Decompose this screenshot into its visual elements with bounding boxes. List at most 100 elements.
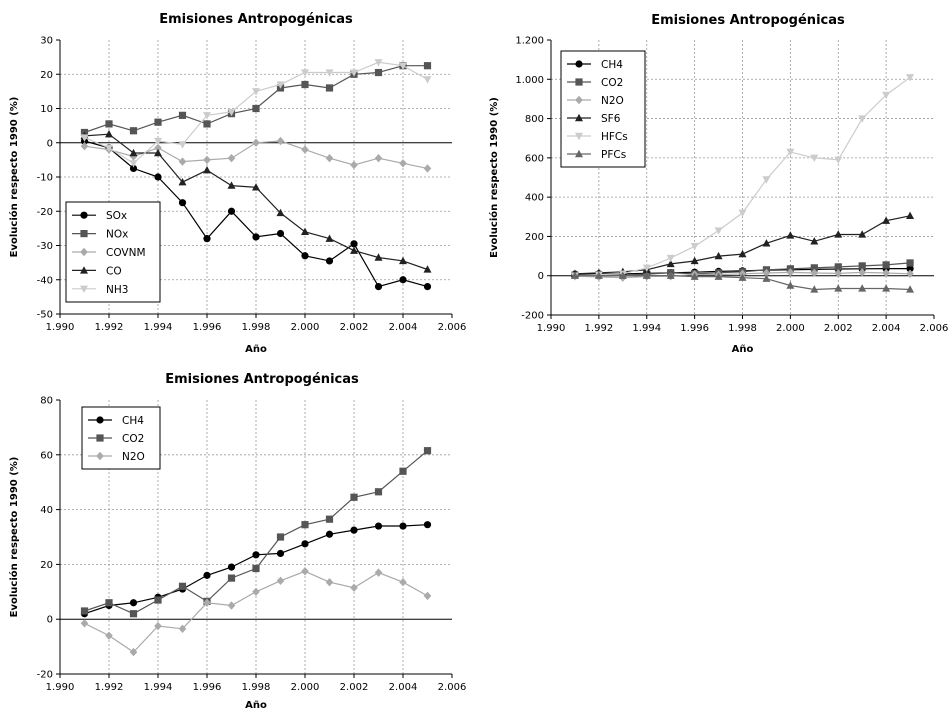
data-point xyxy=(834,156,843,165)
data-point xyxy=(399,62,407,70)
data-point xyxy=(129,164,138,173)
x-tick-label: 1.994 xyxy=(144,682,173,693)
data-point xyxy=(858,230,867,238)
data-point xyxy=(834,269,843,278)
data-point xyxy=(203,112,211,120)
x-axis-label: Año xyxy=(245,700,267,710)
y-tick-label: 10 xyxy=(40,104,53,115)
data-point xyxy=(642,264,651,273)
data-point xyxy=(906,265,914,273)
data-point xyxy=(882,261,890,269)
legend-label: SF6 xyxy=(601,113,621,125)
data-point xyxy=(276,576,285,586)
data-point xyxy=(666,271,675,279)
data-point xyxy=(129,610,138,618)
legend-marker xyxy=(96,434,104,442)
data-point xyxy=(810,264,818,272)
data-point xyxy=(178,624,187,633)
data-point xyxy=(203,155,211,165)
data-point xyxy=(178,141,187,149)
x-tick-label: 2.002 xyxy=(340,322,369,333)
series-sf6 xyxy=(570,211,915,277)
chart-title: Emisiones Antropogénicas xyxy=(159,12,353,27)
data-point xyxy=(690,256,699,265)
y-tick-label: 0 xyxy=(47,615,53,626)
data-point xyxy=(301,521,309,529)
legend-label: HFCs xyxy=(601,131,628,143)
y-tick-label: -10 xyxy=(37,173,53,184)
data-point xyxy=(786,148,795,157)
data-point xyxy=(154,137,162,146)
data-point xyxy=(276,533,285,541)
y-tick-label: 20 xyxy=(40,70,53,81)
legend-label: N2O xyxy=(601,95,624,107)
legend-entry-sox: SOx xyxy=(72,210,127,222)
legend-label: CH4 xyxy=(601,59,623,71)
data-point xyxy=(301,540,309,548)
y-tick-label: 20 xyxy=(40,560,53,571)
x-axis-label: Año xyxy=(732,344,754,355)
data-point xyxy=(423,62,432,70)
legend-entry-co2: CO2 xyxy=(88,433,144,445)
y-tick-label: -20 xyxy=(37,207,53,218)
data-point xyxy=(325,84,334,92)
data-point xyxy=(227,181,236,189)
data-point xyxy=(374,568,383,577)
legend-marker xyxy=(80,230,88,238)
legend-entry-nox: NOx xyxy=(72,229,128,241)
data-point xyxy=(350,246,358,254)
x-tick-label: 1.998 xyxy=(242,682,271,693)
data-point xyxy=(154,148,162,157)
data-point xyxy=(374,522,383,530)
data-point xyxy=(423,265,432,273)
data-point xyxy=(762,176,771,184)
y-tick-label: -40 xyxy=(37,275,53,286)
data-point xyxy=(105,129,113,138)
data-point xyxy=(399,522,407,530)
y-tick-label: 200 xyxy=(525,232,544,243)
legend-marker xyxy=(575,132,583,141)
data-point xyxy=(810,268,819,278)
data-point xyxy=(350,240,358,248)
data-point xyxy=(810,285,819,293)
y-tick-label: 60 xyxy=(40,450,53,461)
data-point xyxy=(252,104,260,113)
data-point xyxy=(834,284,843,292)
data-point xyxy=(301,145,309,154)
data-point xyxy=(618,271,627,279)
data-point xyxy=(178,199,187,207)
data-point xyxy=(80,619,89,628)
series-nh3 xyxy=(80,59,432,168)
y-tick-label: -20 xyxy=(37,670,53,681)
chart-panel-1: Emisiones Antropogénicas 1.990 1.992 1.994 1… xyxy=(8,12,466,355)
data-point xyxy=(227,601,236,610)
x-tick-label: 2.000 xyxy=(776,323,805,334)
legend-marker xyxy=(575,113,583,122)
legend-marker xyxy=(575,149,583,158)
data-point xyxy=(374,59,383,67)
data-point xyxy=(762,268,771,278)
data-point xyxy=(105,631,113,640)
y-tick-label: 1.200 xyxy=(515,36,544,47)
data-point xyxy=(203,120,211,128)
legend-marker xyxy=(575,78,583,86)
series-co xyxy=(80,129,432,273)
x-tick-label: 1.996 xyxy=(193,682,222,693)
data-point xyxy=(227,153,236,163)
data-point xyxy=(276,81,285,89)
data-point xyxy=(714,227,723,235)
data-point xyxy=(129,599,138,607)
y-tick-label: -50 xyxy=(37,310,53,321)
data-point xyxy=(325,530,334,538)
data-point xyxy=(374,283,383,291)
data-point xyxy=(301,252,309,260)
data-point xyxy=(399,467,407,475)
data-point xyxy=(105,144,113,153)
legend-entry-co: CO xyxy=(72,265,122,277)
y-tick-label: 600 xyxy=(525,153,544,164)
data-point xyxy=(423,164,432,173)
legend-marker xyxy=(80,247,88,257)
legend-label: COVNM xyxy=(106,247,146,259)
data-point xyxy=(714,272,723,280)
legend-marker xyxy=(80,211,88,219)
